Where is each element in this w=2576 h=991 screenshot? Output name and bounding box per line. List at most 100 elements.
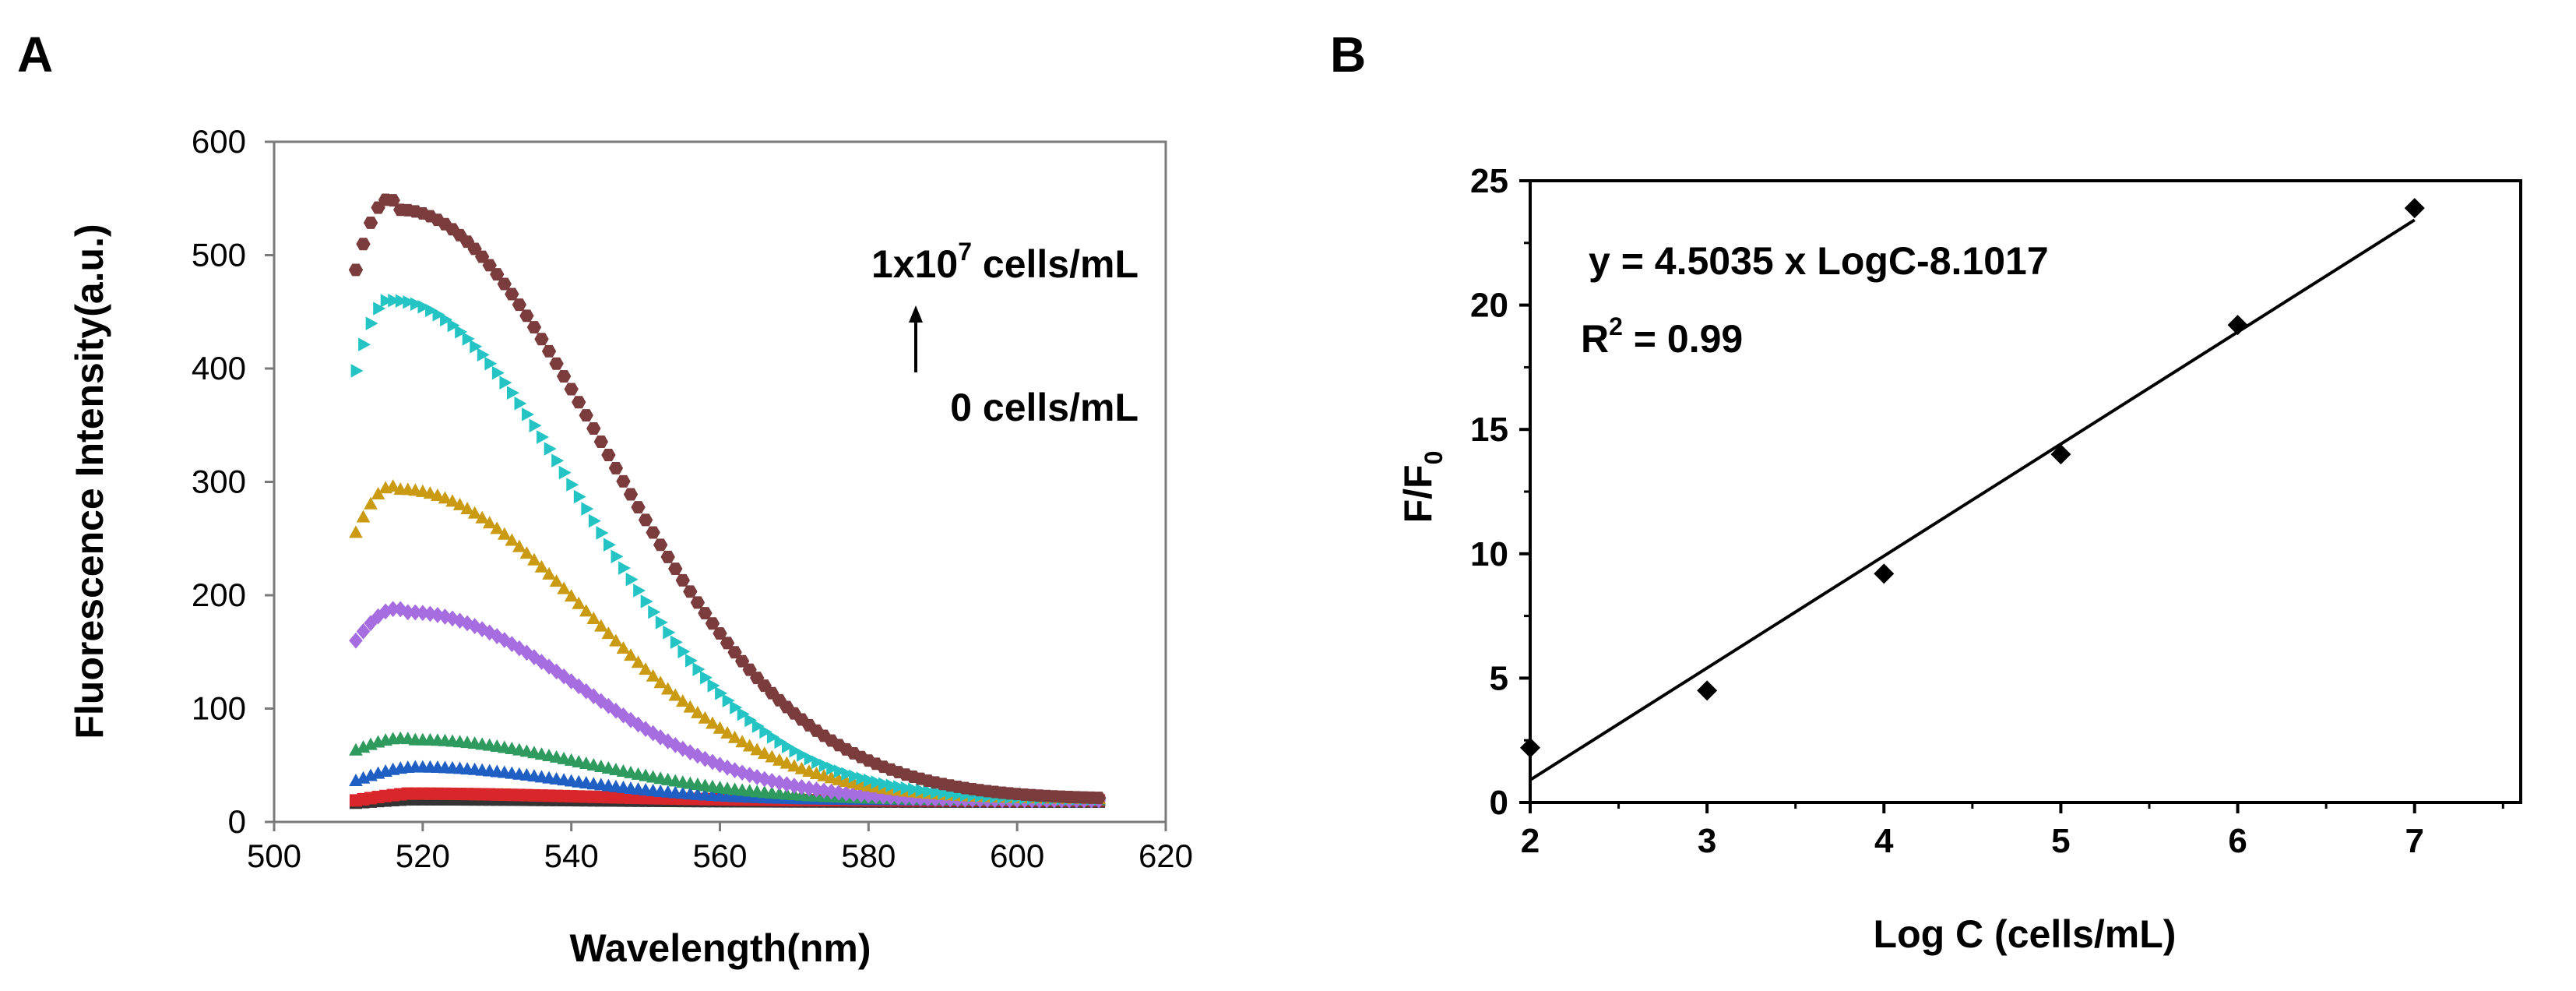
chart-a-xlabel: Wavelength(nm) (569, 926, 871, 970)
chart-a-point (668, 688, 683, 701)
chart-a-point (410, 297, 423, 312)
panel-label-b: B (1330, 26, 1366, 83)
chart-a-point (707, 679, 720, 693)
chart-a-point (572, 396, 586, 409)
chart-a-point (1091, 792, 1107, 805)
chart-a-point (779, 776, 794, 793)
chart-a-point (698, 711, 713, 724)
chart-a-xtick-label: 620 (1138, 838, 1193, 874)
chart-a-point (566, 478, 579, 492)
chart-a-point (648, 605, 661, 619)
chart-a-point (878, 777, 892, 792)
annotation-top-base: 1x10 (871, 242, 958, 286)
chart-a-point (497, 527, 512, 540)
chart-b-ylabel-main: F/F (1396, 464, 1440, 523)
chart-a-point (804, 752, 817, 766)
chart-a-point (663, 625, 676, 640)
chart-a-point (660, 550, 675, 563)
chart-a-point (556, 370, 572, 383)
chart-a-point (400, 604, 415, 621)
chart-a-point (720, 637, 735, 650)
chart-b-ytick-label: 20 (1470, 287, 1508, 325)
chart-a-ytick-label: 200 (192, 577, 246, 613)
chart-b-ylabel: F/F0 (1396, 451, 1448, 524)
chart-a-point (373, 302, 386, 316)
chart-a-point (512, 539, 526, 552)
chart-a-point (750, 742, 765, 756)
chart-a-point (794, 761, 809, 774)
chart-a-point (534, 333, 549, 346)
chart-a-point (766, 730, 779, 744)
chart-b-fit-line (1529, 218, 2416, 781)
chart-a-xtick-label: 500 (247, 838, 301, 874)
chart-b-xlabel: Log C (cells/mL) (1874, 912, 2177, 956)
chart-a-point (624, 648, 638, 661)
chart-b-equation: y = 4.5035 x LogC-8.1017 (1589, 239, 2049, 283)
chart-a-point (557, 581, 571, 594)
chart-a-point (759, 725, 772, 739)
chart-a-point (609, 633, 623, 647)
chart-a-point (527, 552, 541, 566)
chart-a-point (506, 386, 519, 400)
chart-a-point (698, 607, 713, 620)
chart-a-point (727, 730, 742, 743)
chart-a-point (653, 675, 667, 689)
chart-a-point (772, 753, 787, 766)
chart-a-point (557, 668, 571, 685)
chart-a-point (625, 572, 639, 587)
annotation-top-unit: cells/mL (972, 242, 1138, 286)
annotation-arrow-head (909, 305, 923, 323)
chart-a-point (915, 783, 928, 798)
chart-b-ytick-label: 10 (1470, 535, 1508, 573)
chart-a-point (490, 521, 505, 534)
chart-a-point (364, 615, 378, 632)
chart-a-series-8 (348, 193, 1107, 805)
chart-a-point (452, 497, 467, 510)
chart-a-point (349, 632, 363, 649)
chart-a-point (350, 364, 364, 378)
chart-a-point (356, 622, 371, 640)
chart-a-point (653, 538, 668, 552)
chart-a-ytick-label: 300 (192, 464, 246, 500)
chart-a-point (646, 725, 660, 742)
chart-a-point (618, 561, 632, 575)
chart-b-xtick-label: 6 (2228, 822, 2247, 860)
chart-a-point (423, 486, 438, 499)
chart-a-point (893, 780, 906, 794)
chart-a-point (608, 461, 624, 474)
chart-a-point (534, 654, 549, 670)
chart-a-point (900, 781, 913, 795)
chart-a-point (871, 775, 884, 789)
chart-a-point (639, 662, 653, 675)
chart-a-point (692, 662, 706, 676)
chart-a-point (512, 640, 526, 657)
chart-b-xtick-label: 3 (1698, 822, 1716, 860)
chart-a-ytick-label: 600 (192, 123, 246, 160)
r2-value: = 0.99 (1623, 317, 1743, 361)
chart-a-point (631, 655, 646, 668)
chart-a-point (470, 339, 483, 354)
chart-a-xtick-label: 560 (692, 838, 747, 874)
chart-b-ylabel-sub: 0 (1420, 451, 1448, 465)
r2-exponent: 2 (1609, 312, 1623, 340)
chart-a-point (385, 479, 400, 492)
chart-a-point (856, 771, 869, 785)
chart-a-point (356, 238, 371, 251)
chart-a-point (802, 764, 816, 777)
chart-a-point (670, 635, 683, 650)
chart-b-point (2227, 315, 2248, 336)
chart-a-point (797, 748, 810, 762)
chart-a-point (677, 644, 691, 659)
chart-a-point (512, 298, 527, 312)
chart-a-point (467, 618, 482, 635)
chart-a-point (588, 513, 601, 528)
chart-a-ytick-label: 100 (192, 690, 246, 727)
chart-a-point (438, 491, 452, 504)
chart-a-point (529, 418, 542, 433)
chart-a-point (601, 626, 616, 640)
chart-b-xtick-label: 7 (2405, 822, 2423, 860)
chart-a-point (447, 318, 460, 333)
chart-a-point (380, 294, 393, 308)
chart-a-point (744, 713, 758, 728)
